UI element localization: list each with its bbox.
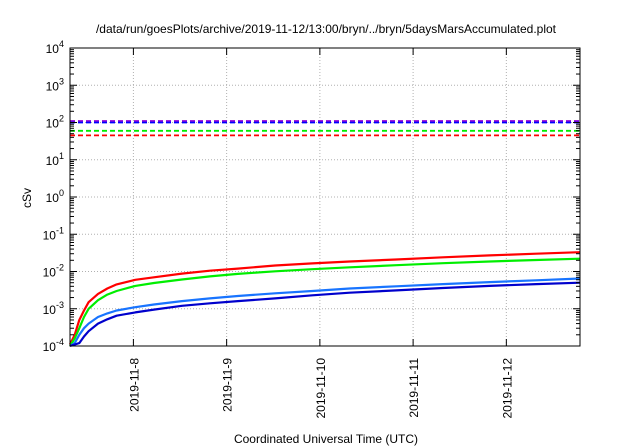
y-tick-label: 102 [46,114,64,131]
y-tick-label: 10-4 [43,337,64,354]
grid [70,48,580,346]
x-tick-label: 2019-11-8 [127,358,141,412]
x-axis: 2019-11-8 2019-11-9 2019-11-10 2019-11-11 20… [127,48,514,419]
y-axis-label: cSv [20,188,34,208]
y-tick-label: 100 [46,188,64,205]
series-line [69,257,581,347]
x-tick-label: 2019-11-11 [407,358,421,418]
y-tick-label: 10-2 [43,263,64,280]
series-line [69,281,581,348]
y-axis: 10-4 10-3 10-2 10-1 100 101 102 103 104 [43,39,580,354]
y-tick-label: 104 [46,39,64,56]
x-tick-label: 2019-11-10 [314,358,328,419]
series-line [69,277,581,347]
series-line [69,251,581,345]
y-tick-label: 10-3 [43,300,64,317]
y-tick-label: 10-1 [43,225,64,242]
chart-title: /data/run/goesPlots/archive/2019-11-12/1… [96,22,557,36]
x-tick-label: 2019-11-12 [500,358,514,419]
y-tick-label: 103 [46,76,64,93]
x-axis-label: Coordinated Universal Time (UTC) [234,432,418,446]
x-tick-label: 2019-11-9 [221,358,235,412]
y-tick-label: 101 [46,151,64,168]
series-group [69,120,581,348]
